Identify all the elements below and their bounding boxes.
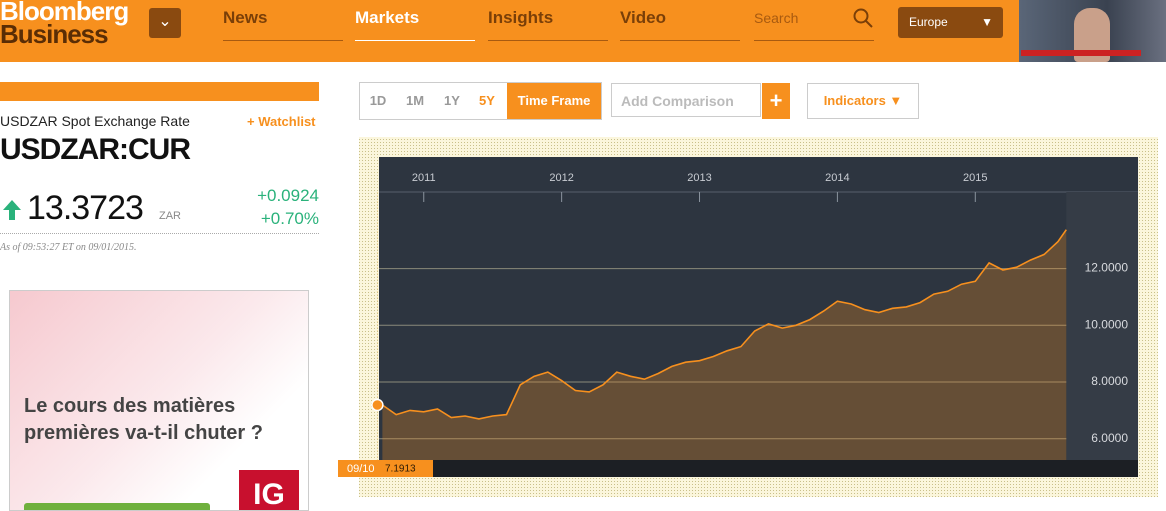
currency: ZAR (159, 210, 181, 222)
nav-item[interactable]: News (223, 0, 343, 41)
range-button[interactable]: 1Y (444, 93, 460, 108)
line (381, 229, 1067, 420)
y-tick-label: 12.0000 (1085, 261, 1129, 275)
range-button[interactable]: 1M (405, 93, 425, 108)
logo-top: Bloomberg (0, 0, 129, 26)
area (382, 229, 1067, 460)
divider (0, 233, 319, 234)
x-tick-label: 2014 (825, 172, 849, 184)
ad-text: Le cours des matières premières va-t-il … (24, 395, 263, 444)
ad[interactable]: Le cours des matières premières va-t-il … (9, 290, 309, 511)
range-group (359, 82, 602, 120)
time-frame[interactable]: Time Frame (507, 83, 601, 119)
timestamp: As of 09:53:27 ET on 09/01/2015. (0, 242, 137, 253)
watchlist[interactable]: + Watchlist (247, 114, 316, 129)
x-tick-label: 2013 (687, 172, 711, 184)
comparison-input[interactable]: Add Comparison (611, 83, 761, 117)
plot-background (379, 157, 1138, 477)
search[interactable]: Search (754, 0, 874, 41)
menu-button[interactable]: ⌄ (149, 8, 181, 38)
up-arrow (3, 200, 21, 220)
ad-button[interactable] (24, 503, 210, 510)
future-region (1066, 192, 1138, 460)
change: +0.0924 (257, 186, 319, 205)
price: 13.3723 (27, 189, 144, 227)
search-icon[interactable] (852, 7, 874, 29)
y-tick-label: 8.0000 (1091, 374, 1128, 388)
range-button[interactable]: 5Y (479, 93, 495, 108)
navigator (379, 460, 1138, 477)
indicators[interactable]: Indicators ▼ (807, 83, 919, 119)
video-thumb[interactable] (1019, 0, 1166, 62)
cursor-value: 7.1913 (385, 464, 416, 475)
nav-item[interactable]: Insights (488, 0, 608, 41)
ad-logo: IG (239, 470, 299, 510)
region-select[interactable]: Europe ▼ (898, 7, 1003, 38)
nav-item[interactable]: Video (620, 0, 740, 41)
nav-item[interactable]: Markets (355, 0, 475, 41)
chart: 2011 2012 2013 2014 2015 6.0000 8.0000 10.0000 1… (338, 137, 1158, 497)
quote-name: USDZAR Spot Exchange Rate (0, 113, 190, 129)
y-tick-label: 10.0000 (1085, 317, 1129, 331)
section-bar (0, 82, 319, 101)
x-tick-label: 2012 (549, 172, 573, 184)
x-tick-label: 2011 (412, 172, 436, 184)
change-pct: +0.70% (260, 209, 319, 228)
y-tick-label: 6.0000 (1091, 431, 1128, 445)
add-button[interactable]: + (762, 83, 790, 119)
cursor-date: 09/10 (347, 463, 375, 475)
cursor-readout (338, 460, 433, 477)
range-button[interactable]: 1D (369, 93, 387, 108)
cursor-point (371, 398, 384, 412)
ticker: USDZAR:CUR (0, 133, 191, 166)
logo-bottom: Business (0, 19, 109, 49)
x-tick-label: 2015 (963, 172, 987, 184)
region: Europe (909, 15, 948, 29)
logo[interactable]: Bloomberg Business (0, 0, 129, 49)
